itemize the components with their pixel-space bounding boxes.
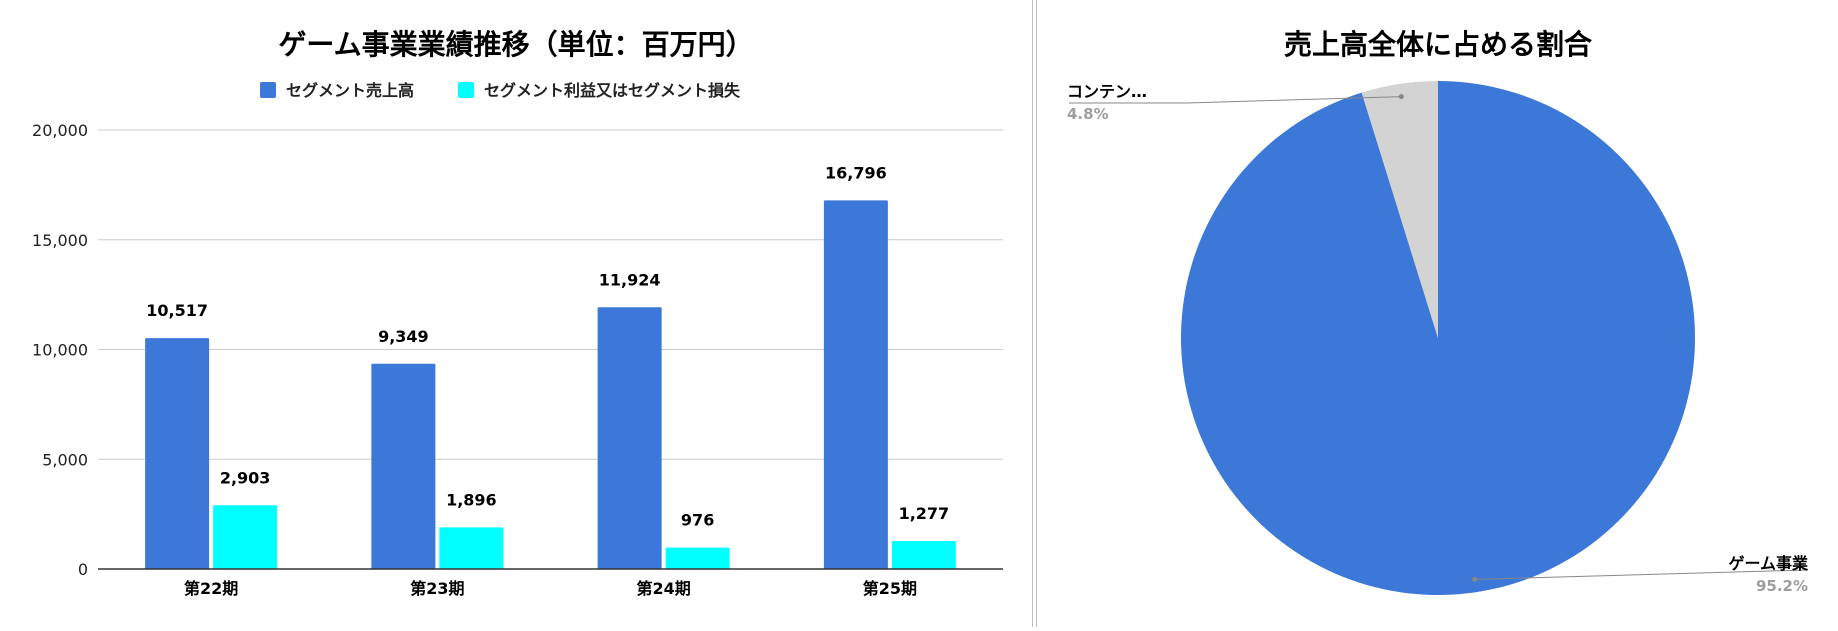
- bar-chart-title: ゲーム事業業績推移（単位：百万円）: [278, 28, 753, 61]
- pie-slice-name: ゲーム事業: [1728, 554, 1809, 573]
- bar-chart-data-labels: 10,517 2,903 9,349 1,896 11,924 976 16,796 1,27…: [146, 163, 949, 529]
- bar-chart-y-axis: 0 5,000 10,000 15,000 20,000: [32, 121, 88, 579]
- x-tick-label: 第22期: [184, 579, 238, 598]
- legend-swatch-sales: [260, 82, 276, 98]
- data-label-sales: 9,349: [378, 327, 429, 346]
- pie-chart-slices: [1181, 81, 1695, 595]
- bar-chart-panel: ゲーム事業業績推移（単位：百万円） セグメント売上高 セグメント利益又はセグメン…: [32, 0, 1033, 627]
- bar-profit: [891, 540, 956, 569]
- pie-slice-name: コンテン…: [1067, 82, 1147, 101]
- pie-chart-title: 売上高全体に占める割合: [1284, 28, 1593, 61]
- data-label-sales: 10,517: [146, 301, 208, 320]
- data-label-sales: 11,924: [599, 270, 661, 289]
- bar-chart-legend: セグメント売上高 セグメント利益又はセグメント損失: [260, 81, 741, 100]
- leader-line: [1474, 569, 1808, 580]
- pie-slice-percent: 95.2%: [1756, 577, 1808, 595]
- legend-label-sales: セグメント売上高: [286, 81, 414, 100]
- legend-swatch-profit: [458, 82, 474, 98]
- data-label-profit: 1,896: [446, 490, 497, 509]
- y-tick-label: 5,000: [42, 450, 88, 469]
- bar-chart-x-axis: 第22期 第23期 第24期 第25期: [98, 568, 1003, 598]
- pie-chart-labels: ゲーム事業 95.2% コンテン… 4.8%: [1067, 82, 1809, 595]
- data-label-sales: 16,796: [825, 163, 887, 182]
- bar-sales: [371, 363, 436, 569]
- data-label-profit: 976: [681, 511, 714, 530]
- x-tick-label: 第25期: [863, 579, 917, 598]
- y-tick-label: 20,000: [32, 121, 88, 140]
- x-tick-label: 第24期: [636, 579, 690, 598]
- y-tick-label: 15,000: [32, 231, 88, 250]
- bar-chart-bars: [145, 200, 956, 569]
- pie-chart: 売上高全体に占める割合 ゲーム事業 95.2% コンテン… 4.8%: [1067, 28, 1809, 595]
- data-label-profit: 2,903: [220, 468, 271, 487]
- x-tick-label: 第23期: [410, 579, 464, 598]
- y-tick-label: 10,000: [32, 341, 88, 360]
- legend-label-profit: セグメント利益又はセグメント損失: [484, 81, 741, 100]
- bar-sales: [823, 200, 888, 569]
- bar-sales: [145, 338, 210, 569]
- pie-slice-percent: 4.8%: [1067, 105, 1109, 123]
- pie-chart-panel: 売上高全体に占める割合 ゲーム事業 95.2% コンテン… 4.8%: [1036, 0, 1838, 627]
- bar-sales: [597, 307, 662, 569]
- bar-profit: [213, 505, 278, 569]
- bar-profit: [439, 527, 504, 569]
- bar-chart: ゲーム事業業績推移（単位：百万円） セグメント売上高 セグメント利益又はセグメン…: [32, 28, 1003, 598]
- data-label-profit: 1,277: [899, 504, 950, 523]
- bar-profit: [665, 547, 730, 569]
- y-tick-label: 0: [78, 560, 88, 579]
- leader-line: [1186, 96, 1402, 104]
- pie-slice: [1361, 81, 1438, 338]
